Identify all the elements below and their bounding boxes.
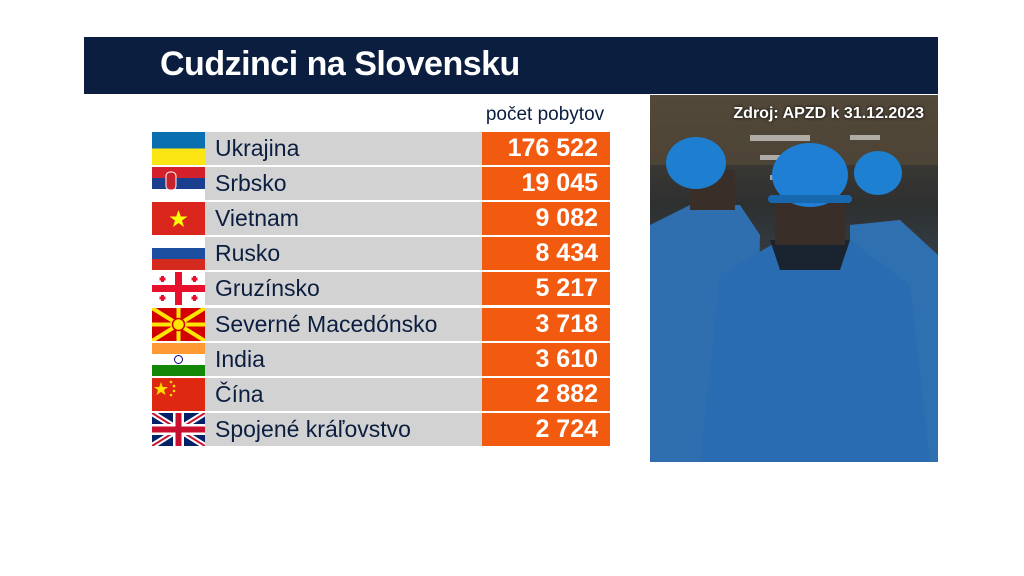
column-header: počet pobytov: [485, 104, 605, 125]
table-row: Gruzínsko 5 217: [152, 272, 610, 306]
serbia-flag-icon: [152, 167, 205, 201]
table-row: Rusko 8 434: [152, 237, 610, 271]
country-name: Gruzínsko: [205, 272, 482, 306]
uk-flag-icon: [152, 412, 205, 446]
photo-illustration: [650, 95, 938, 462]
table-row: Vietnam 9 082: [152, 202, 610, 236]
north-macedonia-flag-icon: [152, 307, 205, 341]
table-row: Ukrajina 176 522: [152, 132, 610, 165]
table-row: Čína 2 882: [152, 377, 610, 411]
country-name: Srbsko: [205, 167, 482, 201]
residence-count: 2 882: [482, 377, 610, 411]
source-note: Zdroj: APZD k 31.12.2023: [733, 105, 924, 122]
workers-photo: Zdroj: APZD k 31.12.2023: [650, 95, 938, 462]
residence-count: 8 434: [482, 237, 610, 271]
residence-count: 176 522: [482, 132, 610, 165]
table-row: Severné Macedónsko 3 718: [152, 307, 610, 341]
country-name: India: [205, 342, 482, 376]
country-name: Rusko: [205, 237, 482, 271]
table-row: Srbsko 19 045: [152, 167, 610, 201]
georgia-flag-icon: [152, 272, 205, 306]
residence-count: 2 724: [482, 412, 610, 446]
country-name: Severné Macedónsko: [205, 307, 482, 341]
country-name: Spojené kráľovstvo: [205, 412, 482, 446]
ukraine-flag-icon: [152, 132, 205, 165]
country-name: Vietnam: [205, 202, 482, 236]
residence-count: 3 718: [482, 307, 610, 341]
header-bar: Cudzinci na Slovensku: [84, 37, 938, 94]
residence-count: 19 045: [482, 167, 610, 201]
china-flag-icon: [152, 377, 205, 411]
india-flag-icon: [152, 342, 205, 376]
country-name: Ukrajina: [205, 132, 482, 165]
table-row: India 3 610: [152, 342, 610, 376]
vietnam-flag-icon: [152, 202, 205, 236]
table-row: Spojené kráľovstvo 2 724: [152, 412, 610, 446]
country-name: Čína: [205, 377, 482, 411]
page-title: Cudzinci na Slovensku: [160, 45, 520, 83]
residence-count: 9 082: [482, 202, 610, 236]
residence-count: 3 610: [482, 342, 610, 376]
russia-flag-icon: [152, 237, 205, 271]
residence-count: 5 217: [482, 272, 610, 306]
